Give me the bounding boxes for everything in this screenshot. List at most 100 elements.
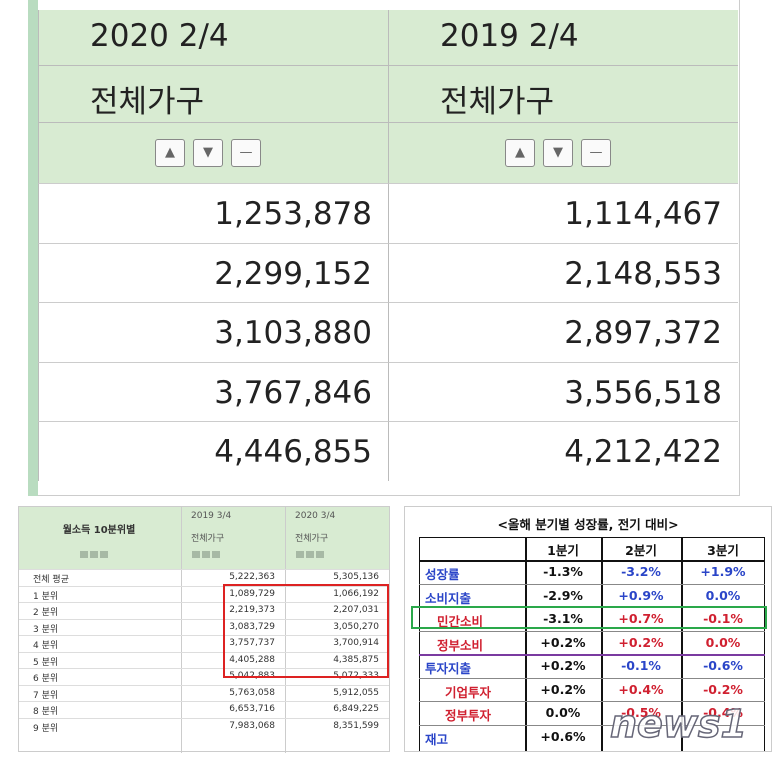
row-header: 월소득 10분위별 (62, 525, 136, 536)
row-label: 8 분위 (33, 707, 59, 717)
row-line (419, 630, 765, 632)
value: 3,757,737 (229, 638, 275, 648)
value: 2,897,372 (564, 315, 722, 351)
highlight-box (223, 584, 389, 678)
row-line (19, 569, 389, 570)
value: 4,385,875 (333, 654, 379, 665)
col-divider (285, 507, 286, 753)
row-line (19, 618, 389, 620)
row-label: 7 분위 (33, 690, 59, 701)
value: 1,253,878 (214, 196, 372, 232)
data-cell (388, 242, 738, 303)
group-header: 전체가구 (295, 534, 329, 544)
value: 6,653,716 (229, 704, 275, 714)
value: 3,050,270 (333, 621, 379, 632)
value: 0.0% (705, 587, 741, 603)
period-header: 2020 2/4 (90, 18, 229, 54)
row-line (19, 717, 389, 719)
value: 1,089,729 (229, 588, 275, 599)
value: 1,114,467 (564, 196, 722, 232)
row-label: 2 분위 (33, 608, 59, 618)
header-divider (38, 65, 738, 66)
col-buttons (191, 551, 231, 558)
value: -1.3% (543, 564, 583, 579)
row-line (419, 654, 765, 656)
row-line (419, 701, 765, 702)
value: 2,219,373 (229, 605, 275, 615)
value: -0.1% (621, 658, 661, 673)
watermark: news1 (609, 701, 748, 747)
col-divider (601, 537, 603, 751)
row-label: 4 분위 (33, 641, 59, 651)
row-label: 성장률 (425, 567, 460, 582)
data-cell (38, 183, 388, 243)
table-frame (419, 537, 765, 751)
sort-button[interactable]: ▲ (155, 139, 185, 167)
row-line (19, 668, 389, 669)
value: +0.7% (618, 611, 664, 626)
sort-button[interactable]: ▼ (193, 139, 223, 167)
value: +0.6% (540, 728, 586, 744)
row-line (419, 583, 765, 585)
data-cell (38, 302, 388, 362)
sort-button[interactable]: ▲ (505, 139, 535, 167)
value: 4,405,288 (229, 654, 275, 665)
value: 5,222,363 (229, 572, 275, 582)
group-header: 전체가구 (90, 84, 205, 120)
group-header: 전체가구 (191, 534, 225, 544)
data-cell (388, 421, 738, 481)
period-header: 2019 3/4 (191, 511, 232, 521)
value: 3,556,518 (564, 374, 722, 411)
data-cell (388, 183, 738, 243)
sort-button[interactable]: ▼ (543, 139, 573, 167)
data-cell (388, 302, 738, 362)
value: +0.9% (618, 587, 664, 603)
value: 8,351,599 (333, 720, 379, 731)
column-header: 2분기 (625, 543, 657, 558)
col-divider (525, 537, 527, 751)
row-label: 재고 (425, 731, 449, 747)
value: 2,299,152 (214, 255, 372, 292)
value: 5,912,055 (333, 687, 379, 698)
value: -3.2% (621, 564, 661, 579)
value: 5,763,058 (229, 687, 275, 698)
row-label: 민간소비 (437, 614, 484, 629)
value: 4,446,855 (214, 434, 372, 470)
value: -0.1% (703, 611, 743, 626)
value: -0.2% (703, 681, 743, 697)
row-label: 1 분위 (33, 591, 59, 602)
value: +0.2% (540, 681, 586, 697)
value: 3,103,880 (214, 315, 372, 351)
row-label: 전체 평균 (33, 575, 69, 585)
row-line (19, 602, 389, 603)
row-line (19, 684, 389, 686)
value: -0.5% (621, 705, 661, 720)
growth-table: <올해 분기별 성장률, 전기 대비> 1분기 2분기 3분기 성장률 -1.3% -3.2… (404, 506, 772, 752)
value: +1.9% (700, 564, 746, 579)
value: 6,849,225 (333, 704, 379, 714)
row-label: 5 분위 (33, 657, 59, 668)
row-line (19, 635, 389, 636)
value: 3,767,846 (214, 374, 372, 411)
value: +0.4% (618, 681, 664, 697)
header-bg (19, 507, 389, 569)
column-header: 3분기 (707, 543, 739, 558)
top-table: 2020 2/4 전체가구 ▲ ▼ — 1,253,878 2,299,152 3,103,8… (28, 0, 740, 496)
col-buttons (295, 551, 335, 558)
row-line (419, 677, 765, 679)
column-header: 1분기 (547, 543, 579, 558)
row-label: 9 분위 (33, 723, 59, 734)
data-cell (38, 242, 388, 303)
sort-button[interactable]: — (231, 139, 261, 167)
value: +0.2% (540, 658, 586, 673)
row-label: 6 분위 (33, 674, 59, 684)
data-cell (38, 421, 388, 481)
period-header: 2020 3/4 (295, 511, 336, 521)
row-line (19, 701, 389, 702)
sort-button[interactable]: — (581, 139, 611, 167)
value: 4,212,422 (564, 434, 722, 470)
row-line (19, 651, 389, 653)
value: 1,066,192 (333, 588, 379, 599)
